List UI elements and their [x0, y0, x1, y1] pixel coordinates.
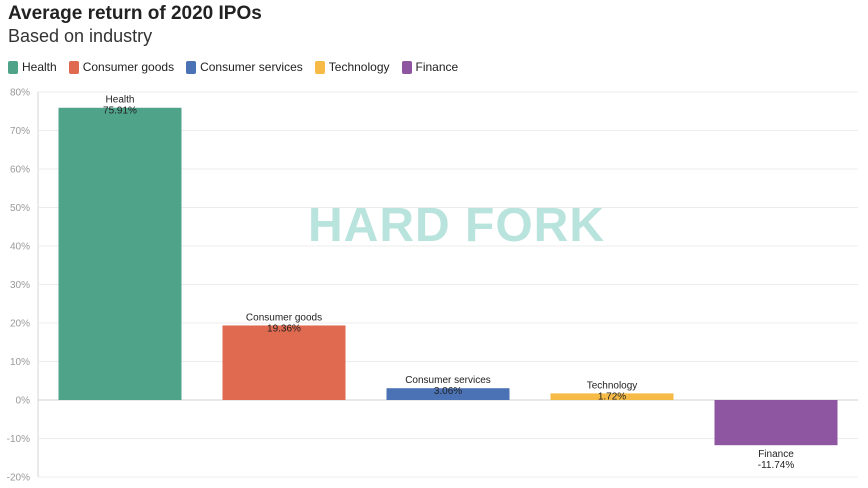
y-tick-label: -20%	[7, 473, 30, 484]
legend-swatch	[401, 60, 412, 74]
bar-technology	[550, 393, 674, 400]
legend-swatch	[314, 60, 325, 74]
bar-category-label: Health	[106, 95, 135, 106]
bar-finance	[714, 400, 838, 446]
legend-item-technology[interactable]: Technology	[314, 60, 390, 74]
chart-title: Average return of 2020 IPOs	[8, 3, 262, 24]
y-tick-label: 10%	[10, 357, 30, 368]
bar-value-label: 75.91%	[103, 106, 137, 117]
bar-category-label: Consumer services	[405, 375, 491, 386]
legend-label: Health	[22, 60, 57, 74]
bar-health	[58, 107, 182, 401]
legend-item-finance[interactable]: Finance	[401, 60, 459, 74]
bar-category-label: Technology	[587, 380, 638, 391]
y-tick-label: 30%	[10, 280, 30, 291]
legend-label: Consumer services	[200, 60, 303, 74]
y-tick-label: -10%	[7, 434, 30, 445]
bar-consumer-goods	[222, 325, 346, 400]
legend-item-consumer-services[interactable]: Consumer services	[186, 60, 303, 74]
bar-category-label: Finance	[758, 449, 794, 460]
legend-label: Finance	[415, 60, 459, 74]
bar-value-label: 19.36%	[267, 323, 301, 334]
legend-item-consumer-goods[interactable]: Consumer goods	[68, 60, 175, 74]
y-tick-label: 0%	[16, 396, 31, 407]
y-tick-label: 60%	[10, 165, 30, 176]
y-tick-label: 80%	[10, 88, 30, 99]
y-tick-label: 70%	[10, 126, 30, 137]
legend-swatch	[68, 60, 79, 74]
legend-label: Technology	[328, 60, 390, 74]
legend-item-health[interactable]: Health	[8, 60, 57, 74]
legend-label: Consumer goods	[82, 60, 175, 74]
bar-consumer-services	[386, 388, 510, 400]
chart-legend: Health Consumer goods Consumer services Tec…	[8, 60, 458, 74]
bar-value-label: 1.72%	[598, 391, 626, 402]
bar-value-label: -11.74%	[758, 460, 795, 471]
y-tick-label: 20%	[10, 319, 30, 330]
legend-swatch	[186, 60, 197, 74]
legend-swatch	[8, 60, 18, 74]
chart-subtitle: Based on industry	[8, 26, 153, 46]
y-tick-label: 40%	[10, 242, 30, 253]
bar-category-label: Consumer goods	[246, 312, 322, 323]
y-tick-label: 50%	[10, 203, 30, 214]
bar-value-label: 3.06%	[434, 386, 462, 397]
